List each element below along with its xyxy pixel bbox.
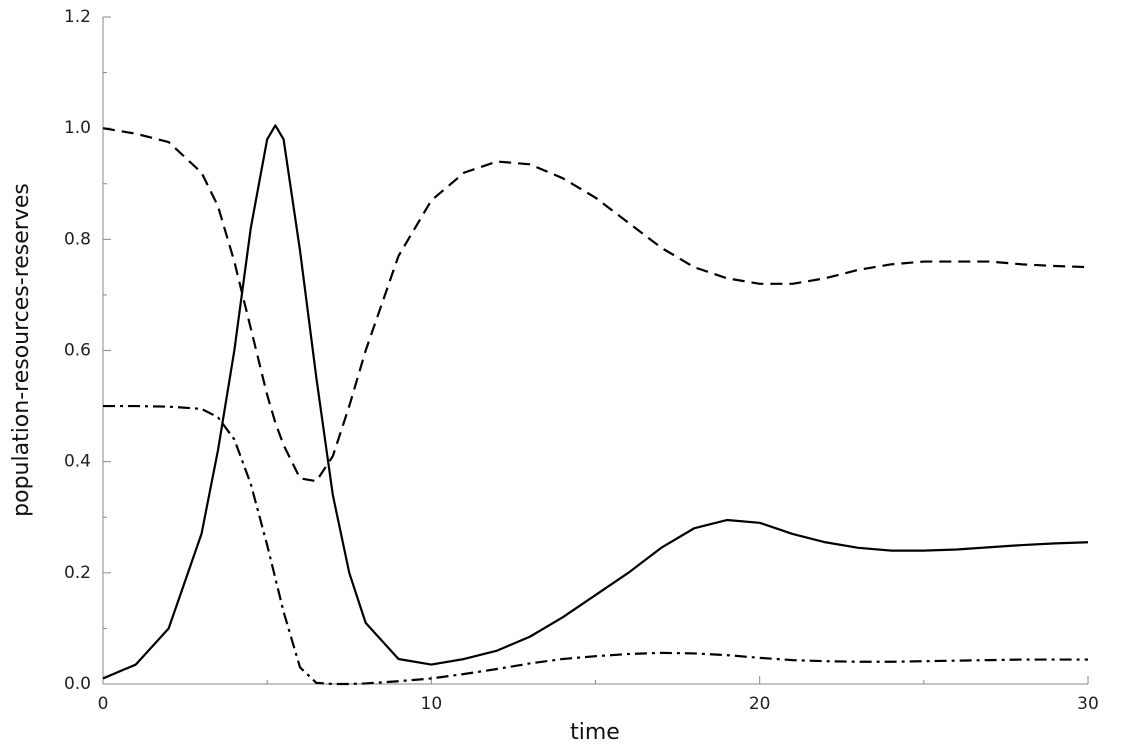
x-tick-label: 20 (749, 694, 771, 714)
y-tick-label: 0.8 (64, 229, 91, 249)
y-tick-label: 0.4 (64, 452, 91, 472)
series-line (102, 124, 1089, 680)
x-axis-title: time (570, 720, 620, 745)
x-tick-label: 0 (98, 694, 109, 714)
series-line (102, 127, 1089, 483)
y-tick-label: 1.0 (64, 118, 91, 138)
y-tick-label: 1.2 (64, 7, 91, 27)
y-axis-title: population-resources-reserves (9, 183, 34, 517)
x-tick-label: 30 (1077, 694, 1099, 714)
y-tick-label: 0.2 (64, 563, 91, 583)
x-tick-label: 10 (421, 694, 443, 714)
series-line (103, 404, 1088, 686)
y-tick-label: 0.0 (64, 674, 91, 694)
y-tick-label: 0.6 (64, 341, 91, 361)
